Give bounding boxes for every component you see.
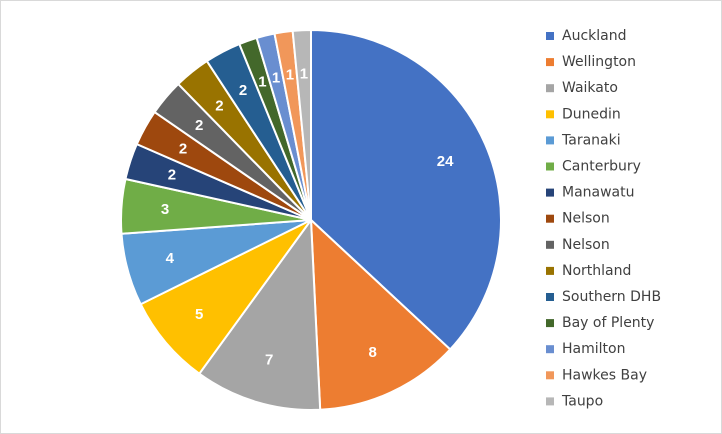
data-label-1: 8	[369, 344, 377, 361]
data-label-4: 4	[166, 250, 175, 267]
legend-swatch-12	[546, 345, 554, 354]
legend-swatch-10	[546, 293, 554, 301]
legend: Auckland Wellington Waikato Dunedin Taranaki…	[546, 28, 661, 409]
legend-label-5: Canterbury	[562, 159, 641, 175]
legend-swatch-7	[546, 214, 554, 223]
legend-label-7: Nelson	[562, 211, 610, 227]
legend-swatch-0	[546, 32, 554, 40]
legend-swatch-8	[546, 240, 554, 249]
legend-swatch-14	[546, 397, 554, 406]
data-label-8: 2	[195, 117, 203, 134]
data-label-14: 1	[300, 65, 308, 82]
pie-slice-auckland-0	[310, 28, 502, 351]
pie-slice-wellington-1	[309, 217, 452, 411]
legend-swatch-4	[546, 136, 554, 145]
data-label-10: 2	[239, 82, 247, 99]
legend-label-8: Nelson	[562, 237, 610, 253]
pie-slice-taupo-14	[291, 28, 312, 221]
legend-swatch-9	[546, 266, 554, 275]
data-label-13: 1	[286, 67, 294, 84]
data-label-5: 3	[161, 201, 169, 218]
legend-swatch-5	[546, 162, 554, 171]
legend-label-14: Taupo	[561, 393, 603, 409]
legend-swatch-2	[546, 84, 554, 93]
legend-label-12: Hamilton	[562, 341, 625, 357]
legend-label-11: Bay of Plenty	[562, 315, 654, 331]
pie-slices	[120, 28, 502, 411]
pie-slice-waikato-2	[197, 217, 322, 411]
legend-swatch-1	[546, 58, 554, 67]
legend-label-4: Taranaki	[561, 132, 621, 148]
data-label-2: 7	[265, 352, 273, 369]
legend-label-2: Waikato	[562, 80, 618, 96]
data-label-9: 2	[215, 97, 223, 114]
data-label-12: 1	[272, 70, 280, 87]
data-label-3: 5	[195, 306, 203, 323]
data-label-6: 2	[168, 166, 176, 183]
data-label-11: 1	[258, 74, 266, 91]
legend-label-9: Northland	[562, 263, 631, 279]
legend-swatch-6	[546, 188, 554, 197]
legend-label-13: Hawkes Bay	[562, 367, 647, 383]
legend-label-3: Dunedin	[562, 106, 621, 122]
legend-swatch-11	[546, 319, 554, 328]
legend-swatch-13	[546, 371, 554, 380]
legend-label-10: Southern DHB	[562, 289, 661, 305]
data-label-0: 24	[437, 153, 454, 170]
data-label-7: 2	[179, 140, 187, 157]
legend-label-1: Wellington	[562, 54, 636, 70]
legend-label-0: Auckland	[562, 28, 626, 44]
legend-label-6: Manawatu	[562, 185, 635, 201]
legend-swatch-3	[546, 110, 554, 119]
